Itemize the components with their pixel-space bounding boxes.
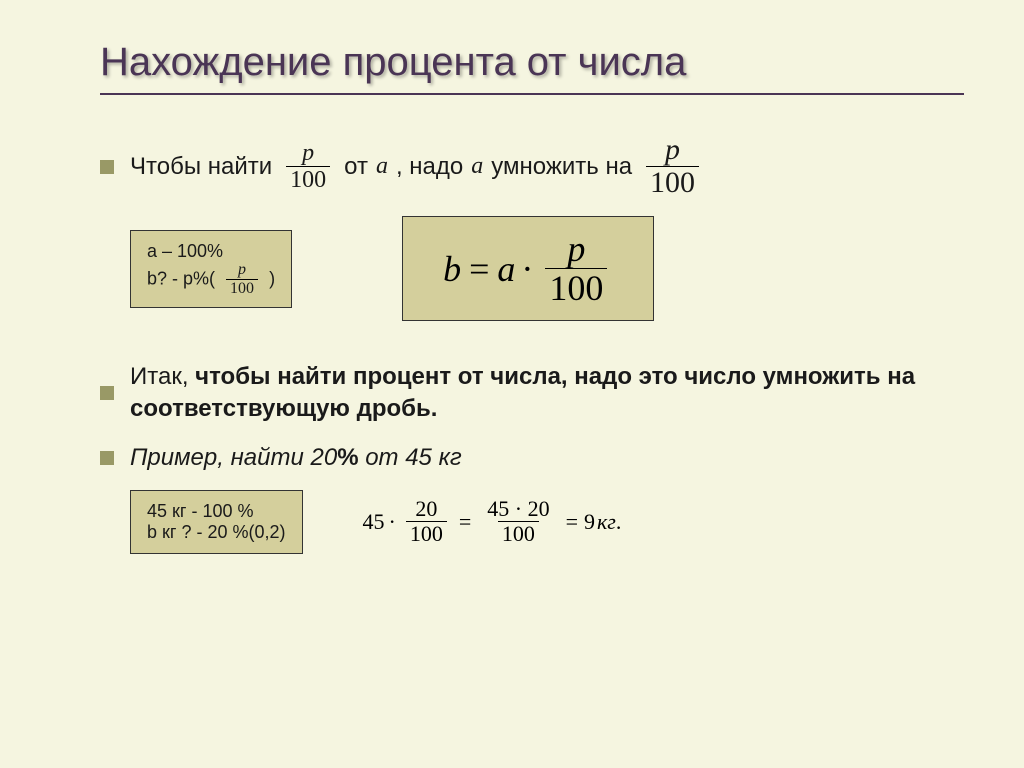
box1-frac: p 100 (226, 262, 258, 297)
bullet-1: Чтобы найти p 100 от а , надо а умножить… (100, 135, 964, 198)
box1-line2: b? - p%( p 100 ) (147, 262, 275, 297)
ex-dot1: · (389, 509, 396, 535)
fraction-p-100-a: p 100 (286, 141, 330, 192)
fraction-p-100-b: p 100 (646, 135, 699, 198)
given-box: а – 100% b? - p%( p 100 ) (130, 230, 292, 308)
ex-period: . (616, 509, 622, 535)
box1-line1: а – 100% (147, 241, 275, 262)
ex-eq2: = (566, 509, 578, 535)
frac-num: p (661, 135, 684, 166)
bullet-3-content: Пример, найти 20% от 45 кг (130, 444, 462, 472)
box2-l2: b кг ? - 20 %(0,2) (147, 522, 286, 543)
bullet-marker-icon (100, 451, 114, 465)
line3-pct: % (337, 444, 358, 471)
text-pre: Чтобы найти (130, 153, 272, 181)
box1-l2-post: ) (269, 268, 275, 288)
bullet-marker-icon (100, 160, 114, 174)
formula-b: b (443, 248, 461, 290)
text-mid2: , надо (396, 153, 463, 181)
formula-a: a (497, 248, 515, 290)
bullet-2-content: Итак, чтобы найти процент от числа, надо… (130, 361, 930, 426)
box2-l1: 45 кг - 100 % (147, 501, 286, 522)
formula-box: b = a · p 100 (402, 216, 654, 321)
ex-45: 45 (363, 509, 385, 535)
line2-pre: Итак, (130, 363, 189, 390)
var-a2: а (471, 153, 483, 180)
text-mid3: умножить на (491, 153, 632, 181)
frac-den: 100 (545, 268, 607, 306)
slide: Нахождение процента от числа Чтобы найти… (0, 0, 1024, 768)
text-mid1: от (344, 153, 368, 181)
frac-den: 100 (226, 279, 258, 297)
box-row: а – 100% b? - p%( p 100 ) b = a · p 100 (130, 216, 964, 321)
formula-frac: p 100 (545, 231, 607, 306)
bullet-marker-icon (100, 386, 114, 400)
bullet-1-content: Чтобы найти p 100 от а , надо а умножить… (130, 135, 705, 198)
frac-num: 45 · 20 (483, 498, 553, 521)
frac-den: 100 (286, 166, 330, 192)
frac-den: 100 (498, 521, 539, 545)
example-given-box: 45 кг - 100 % b кг ? - 20 %(0,2) (130, 490, 303, 554)
slide-title: Нахождение процента от числа (100, 40, 964, 85)
var-a: а (376, 153, 388, 180)
frac-num: p (234, 262, 250, 279)
example-row: 45 кг - 100 % b кг ? - 20 %(0,2) 45 · 20… (130, 490, 964, 554)
ex-eq1: = (459, 509, 471, 535)
title-rule (100, 93, 964, 95)
frac-num: p (563, 231, 589, 268)
ex-frac1: 20 100 (406, 498, 447, 545)
ex-frac2: 45 · 20 100 (483, 498, 553, 545)
line3-pre: Пример, найти 20 (130, 444, 337, 471)
frac-den: 100 (406, 521, 447, 545)
ex-result: 9 (584, 509, 595, 535)
bullet-3: Пример, найти 20% от 45 кг (100, 444, 964, 472)
example-math: 45 · 20 100 = 45 · 20 100 = 9кг. (363, 498, 622, 545)
formula-eq: = (469, 248, 489, 290)
ex-unit: кг (597, 509, 616, 535)
line3-post: от 45 кг (359, 444, 462, 471)
frac-den: 100 (646, 166, 699, 198)
box1-l2-pre: b? - p%( (147, 268, 215, 288)
frac-num: 20 (411, 498, 441, 521)
frac-num: p (298, 141, 318, 166)
formula-dot: · (521, 248, 533, 290)
line2-bold: чтобы найти процент от числа, надо это ч… (130, 363, 915, 422)
bullet-2: Итак, чтобы найти процент от числа, надо… (100, 361, 964, 426)
